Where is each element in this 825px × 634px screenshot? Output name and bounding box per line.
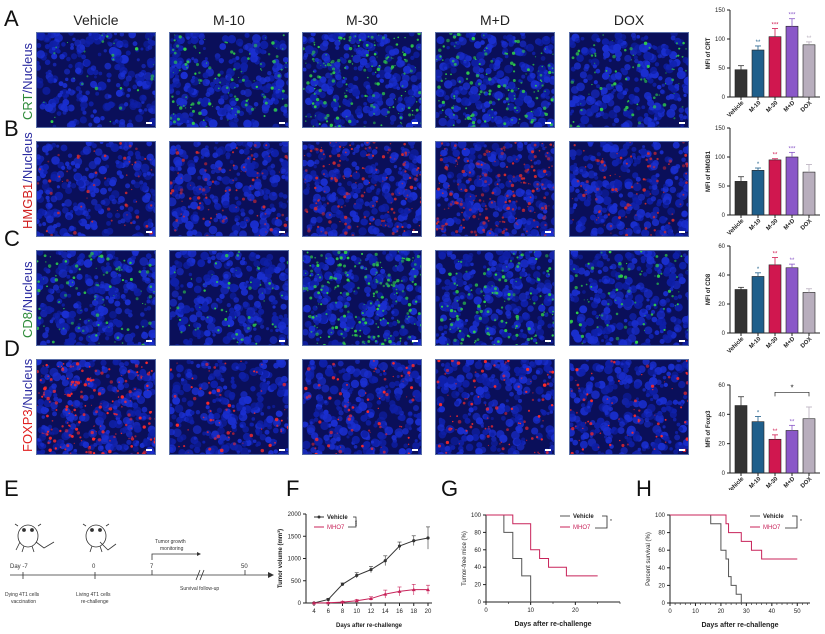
scale-bar bbox=[279, 231, 285, 233]
scale-bar bbox=[679, 449, 685, 451]
scale-bar bbox=[279, 449, 285, 451]
scale-bar bbox=[279, 122, 285, 124]
micrograph bbox=[36, 250, 156, 346]
column-title-dox: DOX bbox=[613, 12, 645, 28]
scale-bar bbox=[679, 231, 685, 233]
panel-letter-d: D bbox=[4, 336, 20, 361]
scale-bar bbox=[146, 449, 152, 451]
micrograph bbox=[169, 250, 289, 346]
micrograph bbox=[302, 32, 422, 128]
mouse-icon-rechallenge bbox=[82, 523, 117, 553]
scale-bar bbox=[146, 340, 152, 342]
micrograph bbox=[435, 359, 555, 455]
panel-letter-b: B bbox=[4, 116, 19, 141]
scale-bar bbox=[146, 122, 152, 124]
column-title-vehicle: Vehicle bbox=[73, 12, 119, 28]
micrograph bbox=[569, 141, 689, 237]
micrograph bbox=[435, 250, 555, 346]
micrograph bbox=[169, 141, 289, 237]
micrograph bbox=[569, 32, 689, 128]
scale-bar bbox=[679, 340, 685, 342]
micrograph bbox=[169, 359, 289, 455]
panel-letter-a: A bbox=[4, 6, 19, 31]
scale-bar bbox=[279, 340, 285, 342]
experiment-timeline: Day -7 0 7 50 Dying 4T1 cells vaccinatio… bbox=[5, 523, 274, 605]
micrograph bbox=[302, 359, 422, 455]
micrograph bbox=[302, 250, 422, 346]
micrograph bbox=[569, 250, 689, 346]
column-title-m10: M-10 bbox=[213, 12, 245, 28]
panel-letter-c: C bbox=[4, 226, 20, 251]
micrograph bbox=[435, 141, 555, 237]
column-title-md: M+D bbox=[480, 12, 510, 28]
micrograph bbox=[36, 141, 156, 237]
panel-letter-g: G bbox=[441, 476, 459, 501]
row-label-hmgb1: HMGB1/Nucleus bbox=[20, 132, 35, 229]
panel-letter-f: F bbox=[286, 476, 300, 501]
row-label-cd8: CD8/Nucleus bbox=[20, 261, 35, 338]
row-label-foxp3: FOXP3/Nucleus bbox=[20, 358, 35, 452]
scale-bar bbox=[545, 340, 551, 342]
row-label-crt: CRT/Nucleus bbox=[20, 42, 35, 120]
scale-bar bbox=[545, 231, 551, 233]
panel-letter-h: H bbox=[636, 476, 652, 501]
micrograph bbox=[435, 32, 555, 128]
scale-bar bbox=[146, 231, 152, 233]
scale-bar bbox=[412, 449, 418, 451]
micrograph bbox=[36, 359, 156, 455]
micrograph bbox=[569, 359, 689, 455]
scale-bar bbox=[412, 122, 418, 124]
scale-bar bbox=[679, 122, 685, 124]
micrograph bbox=[302, 141, 422, 237]
column-title-m30: M-30 bbox=[346, 12, 378, 28]
panel-letter-e: E bbox=[4, 476, 19, 501]
scale-bar bbox=[412, 231, 418, 233]
scale-bar bbox=[412, 340, 418, 342]
micrograph bbox=[36, 32, 156, 128]
micrograph bbox=[169, 32, 289, 128]
mouse-icon-vaccination bbox=[14, 523, 55, 553]
scale-bar bbox=[545, 122, 551, 124]
scale-bar bbox=[545, 449, 551, 451]
